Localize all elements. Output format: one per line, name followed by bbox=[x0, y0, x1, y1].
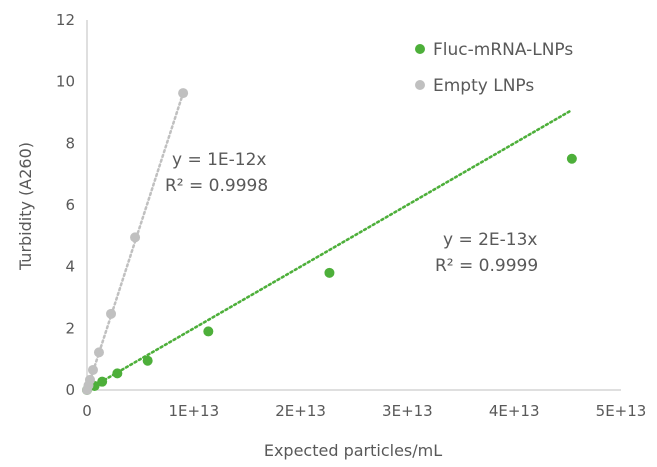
y-tick-label: 12 bbox=[56, 11, 75, 29]
data-point-0-7 bbox=[566, 153, 577, 164]
y-tick-label: 4 bbox=[65, 258, 75, 276]
legend-marker-fluc bbox=[415, 44, 425, 54]
data-point-1-7 bbox=[178, 88, 189, 99]
data-point-0-5 bbox=[203, 326, 214, 337]
data-point-0-2 bbox=[97, 376, 108, 387]
data-points bbox=[82, 88, 577, 395]
trendline-0 bbox=[85, 108, 574, 392]
data-point-1-6 bbox=[130, 232, 141, 243]
axes bbox=[86, 20, 621, 391]
x-tick-label: 3E+13 bbox=[382, 402, 433, 420]
data-point-1-3 bbox=[87, 364, 98, 375]
data-point-1-4 bbox=[93, 347, 104, 358]
empty-trend-r2: R² = 0.9998 bbox=[165, 176, 268, 196]
empty-trend-equation: y = 1E-12x bbox=[172, 150, 267, 170]
y-tick-label: 8 bbox=[65, 134, 75, 152]
x-axis-title: Expected particles/mL bbox=[264, 441, 442, 460]
data-point-0-3 bbox=[112, 368, 123, 379]
data-point-0-4 bbox=[142, 355, 153, 366]
fluc-trend-r2: R² = 0.9999 bbox=[435, 256, 538, 276]
y-tick-label: 6 bbox=[65, 196, 75, 214]
y-tick-label: 2 bbox=[65, 319, 75, 337]
y-tick-label: 0 bbox=[65, 381, 75, 399]
data-point-1-5 bbox=[106, 308, 117, 319]
y-axis-title: Turbidity (A260) bbox=[16, 142, 35, 271]
x-tick-label: 1E+13 bbox=[168, 402, 219, 420]
legend-label-fluc: Fluc-mRNA-LNPs bbox=[433, 40, 573, 60]
tick-labels: 0 1E+13 2E+13 3E+13 4E+13 5E+13 0 2 4 6 8 10 12 bbox=[56, 11, 646, 420]
legend: Fluc-mRNA-LNPs Empty LNPs bbox=[415, 40, 573, 96]
y-tick-label: 10 bbox=[56, 73, 75, 91]
x-tick-label: 0 bbox=[82, 402, 92, 420]
legend-label-empty: Empty LNPs bbox=[433, 76, 534, 96]
x-tick-label: 5E+13 bbox=[596, 402, 647, 420]
legend-marker-empty bbox=[415, 80, 425, 90]
x-tick-label: 4E+13 bbox=[489, 402, 540, 420]
x-tick-label: 2E+13 bbox=[275, 402, 326, 420]
fluc-trend-equation: y = 2E-13x bbox=[443, 230, 538, 250]
data-point-0-6 bbox=[324, 267, 335, 278]
data-point-1-2 bbox=[84, 374, 95, 385]
trendline-equations: y = 1E-12x R² = 0.9998 y = 2E-13x R² = 0… bbox=[165, 150, 538, 276]
